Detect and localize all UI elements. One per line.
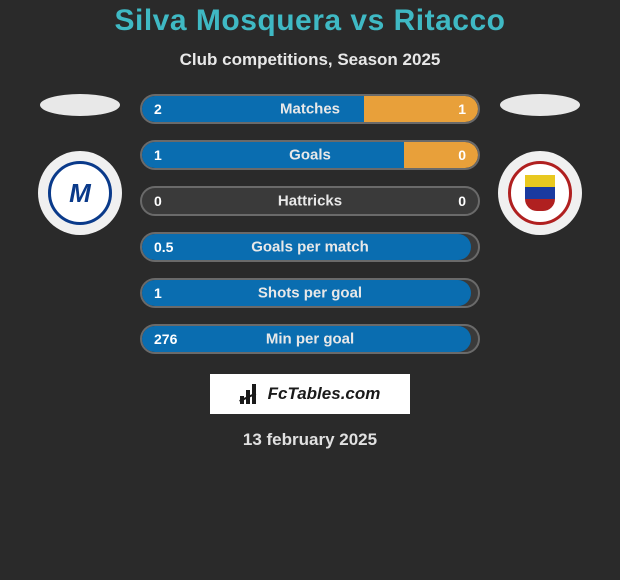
stat-value-left: 1	[154, 147, 162, 163]
infographic-container: Silva Mosquera vs Ritacco Club competiti…	[0, 0, 620, 580]
right-column	[490, 94, 590, 235]
stat-value-left: 0.5	[154, 239, 173, 255]
stat-label: Shots per goal	[258, 285, 362, 302]
team-logo-left: M	[48, 161, 112, 225]
stat-row: 0.5 Goals per match	[140, 232, 480, 262]
footer-date: 13 february 2025	[0, 430, 620, 450]
subtitle: Club competitions, Season 2025	[0, 50, 620, 70]
team-badge-left: M	[38, 151, 122, 235]
fill-left	[142, 142, 404, 168]
team-badge-right	[498, 151, 582, 235]
stat-value-left: 2	[154, 101, 162, 117]
chart-icon	[240, 384, 262, 404]
player-placeholder-left	[40, 94, 120, 116]
stat-label: Goals per match	[251, 239, 369, 256]
stats-bars: 2 1 Matches 1 0 Goals 0 0 Hattricks 0.5 Goals per …	[140, 94, 480, 354]
stat-label: Min per goal	[266, 331, 354, 348]
stat-value-left: 1	[154, 285, 162, 301]
stat-row: 276 Min per goal	[140, 324, 480, 354]
stat-row: 0 0 Hattricks	[140, 186, 480, 216]
main-area: M 2 1 Matches 1 0 Goals 0 0 Hattricks 0.5 Goals pe…	[0, 94, 620, 354]
stat-label: Hattricks	[278, 193, 342, 210]
team-letter: M	[69, 178, 91, 209]
stat-value-right: 1	[458, 101, 466, 117]
left-column: M	[30, 94, 130, 235]
brand-text: FcTables.com	[268, 384, 381, 404]
stat-value-left: 276	[154, 331, 177, 347]
comparison-title: Silva Mosquera vs Ritacco	[0, 4, 620, 38]
stat-row: 1 Shots per goal	[140, 278, 480, 308]
stat-row: 1 0 Goals	[140, 140, 480, 170]
stat-label: Goals	[289, 147, 331, 164]
player-placeholder-right	[500, 94, 580, 116]
shield-icon	[525, 175, 555, 211]
stat-value-right: 0	[458, 147, 466, 163]
fill-right	[404, 142, 478, 168]
stat-label: Matches	[280, 101, 340, 118]
stat-value-right: 0	[458, 193, 466, 209]
team-logo-right	[508, 161, 572, 225]
stat-row: 2 1 Matches	[140, 94, 480, 124]
stat-value-left: 0	[154, 193, 162, 209]
brand-badge: FcTables.com	[208, 372, 412, 416]
